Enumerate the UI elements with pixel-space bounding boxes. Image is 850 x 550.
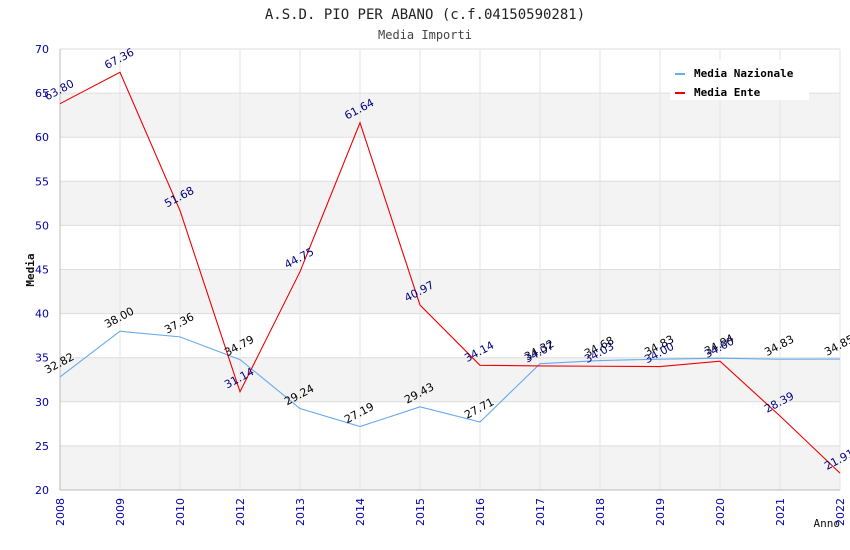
grid-band [60, 93, 840, 138]
x-tick-label: 2020 [714, 498, 727, 526]
x-tick-label: 2014 [354, 498, 367, 526]
data-label: 27.19 [342, 400, 376, 426]
y-tick-label: 40 [35, 308, 49, 321]
x-tick-labels: 2008 2009 2010 2012 2013 2014 2015 2016 2017 2018… [54, 498, 847, 526]
series-lines [59, 71, 841, 474]
chart-subtitle: Media Importi [378, 28, 472, 42]
data-label: 37.36 [162, 310, 196, 336]
chart-title: A.S.D. PIO PER ABANO (c.f.04150590281) [265, 7, 585, 23]
data-label: 34.85 [822, 332, 850, 358]
axes [59, 49, 840, 491]
grid-band [60, 269, 840, 314]
legend: Media Nazionale Media Ente [670, 60, 809, 100]
y-tick-label: 60 [35, 131, 49, 144]
x-tick-label: 2013 [294, 498, 307, 526]
grid-band [60, 445, 840, 490]
x-tick-label: 2009 [114, 498, 127, 526]
grid-band [60, 181, 840, 226]
x-tick-label: 2018 [594, 498, 607, 526]
series-line [59, 71, 841, 474]
y-tick-label: 25 [35, 440, 49, 453]
y-tick-labels: 20 25 30 35 40 45 50 55 60 65 70 [35, 43, 49, 497]
x-tick-label: 2022 [834, 498, 847, 526]
x-tick-label: 2017 [534, 498, 547, 526]
y-tick-label: 70 [35, 43, 49, 56]
x-tick-label: 2008 [54, 498, 67, 526]
y-tick-label: 20 [35, 484, 49, 497]
y-tick-label: 50 [35, 219, 49, 232]
series-line [59, 330, 841, 428]
y-axis-label: Media [24, 253, 37, 286]
x-tick-label: 2016 [474, 498, 487, 526]
data-label: 44.75 [282, 245, 316, 271]
x-axis-label: Anno [814, 517, 841, 530]
y-tick-label: 65 [35, 87, 49, 100]
data-label: 34.83 [762, 333, 796, 359]
legend-entry: Media Ente [694, 86, 761, 99]
x-tick-label: 2019 [654, 498, 667, 526]
x-tick-label: 2021 [774, 498, 787, 526]
grid-lines [59, 48, 841, 491]
legend-entry: Media Nazionale [694, 67, 794, 80]
y-tick-label: 55 [35, 175, 49, 188]
data-label: 34.79 [222, 333, 256, 359]
grid-bands [60, 93, 840, 490]
data-label: 67.36 [102, 46, 136, 72]
legend-box [670, 60, 809, 100]
x-tick-label: 2012 [234, 498, 247, 526]
x-tick-label: 2015 [414, 498, 427, 526]
y-tick-label: 45 [35, 264, 49, 277]
y-tick-label: 35 [35, 352, 49, 365]
x-tick-label: 2010 [174, 498, 187, 526]
grid-band [60, 357, 840, 402]
y-tick-label: 30 [35, 396, 49, 409]
